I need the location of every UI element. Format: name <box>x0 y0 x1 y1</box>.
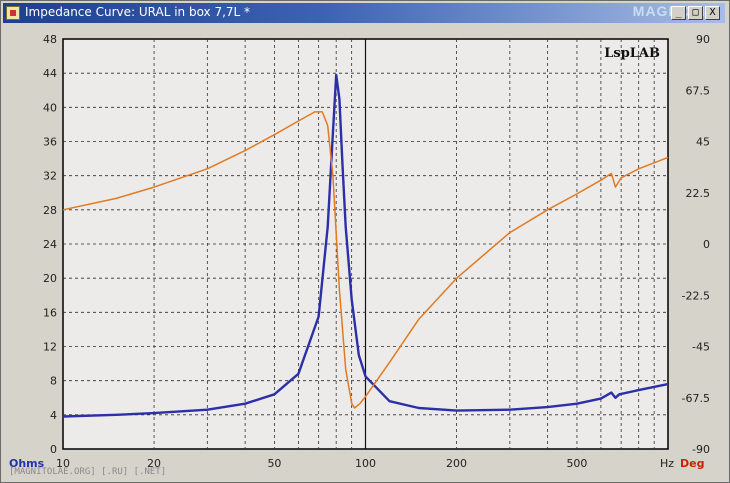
minimize-button[interactable]: _ <box>671 6 686 20</box>
x-unit-label: Hz <box>660 457 674 470</box>
y-left-tick-label: 28 <box>43 204 57 217</box>
x-tick-label: 10 <box>56 457 70 470</box>
y-left-tick-label: 44 <box>43 67 57 80</box>
title-bar[interactable]: Impedance Curve: URAL in box 7,7L * MAGN… <box>3 3 725 23</box>
chart-svg: 04812162024283236404448-90-67.5-45-22.50… <box>9 33 711 470</box>
window-title: Impedance Curve: URAL in box 7,7L * <box>25 5 251 19</box>
y-left-tick-label: 0 <box>50 443 57 456</box>
y-right-tick-label: 22.5 <box>686 187 711 200</box>
y-left-tick-label: 32 <box>43 170 57 183</box>
y-right-tick-label: -67.5 <box>682 392 710 405</box>
y-left-unit-label: Ohms <box>9 457 45 470</box>
y-left-tick-label: 20 <box>43 272 57 285</box>
impedance-curve <box>62 73 669 418</box>
y-right-tick-label: 0 <box>703 238 710 251</box>
close-button[interactable]: X <box>705 6 720 20</box>
y-right-tick-label: 90 <box>696 33 710 46</box>
x-tick-label: 50 <box>267 457 281 470</box>
x-tick-label: 200 <box>446 457 467 470</box>
y-right-tick-label: -22.5 <box>682 289 710 302</box>
x-tick-label: 20 <box>147 457 161 470</box>
maximize-button[interactable]: □ <box>688 6 703 20</box>
phase-curve <box>62 111 669 409</box>
app-icon <box>6 6 20 20</box>
x-tick-label: 100 <box>355 457 376 470</box>
y-right-tick-label: 67.5 <box>686 84 711 97</box>
y-left-tick-label: 16 <box>43 306 57 319</box>
footer-watermark: [MAGNITOLAE.ORG] [.RU] [.NET] <box>9 467 167 477</box>
impedance-chart: 0 4 8 12 16 20 24 28 32 36 40 44 48 -90 -67.5 -45 -22.5 0… <box>5 25 725 477</box>
y-left-tick-label: 24 <box>43 238 57 251</box>
y-right-unit-label: Deg <box>680 457 704 470</box>
y-left-tick-label: 8 <box>50 375 57 388</box>
y-left-tick-label: 12 <box>43 341 57 354</box>
y-left-tick-label: 36 <box>43 136 57 149</box>
x-tick-label: 500 <box>566 457 587 470</box>
y-left-tick-label: 48 <box>43 33 57 46</box>
y-right-tick-label: 45 <box>696 136 710 149</box>
brand-label: LspLAB <box>604 46 660 61</box>
y-right-tick-label: -45 <box>692 341 710 354</box>
y-left-tick-label: 40 <box>43 101 57 114</box>
y-right-tick-label: -90 <box>692 443 710 456</box>
y-left-tick-label: 4 <box>50 409 57 422</box>
